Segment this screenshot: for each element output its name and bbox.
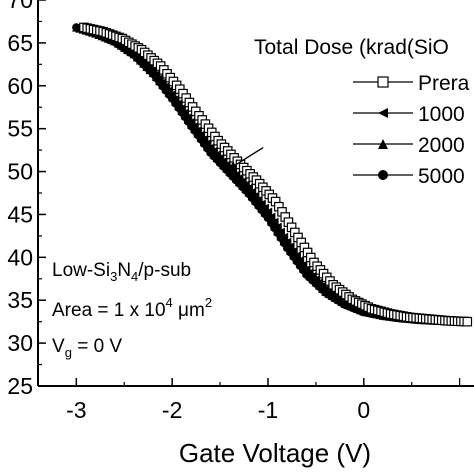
legend-marker: [378, 108, 388, 118]
legend-marker: [377, 76, 389, 88]
data-point-1000: [263, 207, 273, 217]
data-point-1000: [174, 99, 183, 108]
data-point-1000: [276, 227, 285, 237]
legend-marker: [378, 139, 388, 149]
data-point-Prera: [462, 316, 473, 327]
data-point-1000: [177, 103, 186, 113]
annotation-vg: Vg = 0 V: [52, 336, 122, 360]
data-point-1000: [193, 126, 202, 135]
data-point-1000: [282, 237, 292, 247]
data-point-1000: [161, 82, 170, 91]
legend-label: 1000: [418, 103, 465, 126]
x-axis: -3 -2 -1 0: [66, 378, 461, 423]
x-tick-label: 0: [357, 397, 370, 423]
data-point-1000: [171, 94, 180, 104]
data-point-1000: [260, 203, 269, 213]
x-axis-title: Gate Voltage (V): [179, 438, 371, 468]
x-tick-label: -2: [162, 397, 182, 423]
data-point-1000: [266, 212, 276, 222]
annotation-substrate: Low-Si3N4/p-sub: [52, 260, 191, 284]
y-tick-label: 65: [7, 30, 33, 56]
data-point-1000: [247, 187, 257, 197]
y-tick-label: 40: [7, 244, 33, 270]
data-point-1000: [164, 86, 174, 95]
data-point-1000: [286, 242, 295, 251]
legend: Total Dose (krad(SiO Prera 1000 2000 5000: [254, 36, 470, 188]
series-Prera: [79, 22, 473, 327]
y-tick-label: 45: [7, 201, 33, 227]
legend-label: 5000: [418, 165, 465, 188]
legend-entries: Prera 1000 2000 5000: [353, 72, 470, 188]
data-point-1000: [295, 255, 305, 265]
data-point-1000: [251, 191, 260, 201]
data-point-1000: [279, 232, 289, 242]
data-point-1000: [292, 251, 301, 260]
legend-label: Prera: [418, 72, 470, 95]
data-point-1000: [199, 134, 209, 144]
annotation-area: Area = 1 x 104 μm2: [52, 295, 212, 321]
data-point-1000: [289, 246, 298, 256]
data-point-1000: [148, 66, 158, 75]
annotation-block: Low-Si3N4/p-sub Area = 1 x 104 μm2 Vg = …: [52, 260, 212, 360]
data-point-1000: [196, 130, 206, 139]
data-point-1000: [180, 108, 190, 117]
legend-title: Total Dose (krad(SiO: [254, 36, 449, 59]
data-point-1000: [270, 217, 279, 227]
legend-marker: [378, 170, 388, 180]
data-point-1000: [158, 78, 167, 87]
y-tick-label: 30: [7, 330, 33, 356]
data-point-1000: [187, 117, 196, 127]
data-point-1000: [203, 139, 212, 148]
data-point-1000: [257, 199, 266, 209]
y-tick-label: 50: [7, 159, 33, 185]
y-tick-label: 35: [7, 287, 33, 313]
y-tick-label: 25: [7, 373, 33, 399]
data-point-1000: [190, 121, 199, 131]
legend-label: 2000: [418, 134, 465, 157]
x-tick-label: -1: [258, 397, 278, 423]
x-tick-label: -3: [66, 397, 86, 423]
y-axis: 70 65 60 55 50 45 40 35 30 25: [7, 0, 46, 399]
data-point-1000: [244, 183, 254, 193]
data-point-1000: [151, 70, 161, 79]
data-point-1000: [273, 222, 282, 232]
data-point-1000: [254, 195, 263, 205]
data-point-1000: [183, 113, 193, 122]
y-tick-label: 60: [7, 73, 33, 99]
data-point-1000: [155, 74, 164, 83]
data-point-1000: [298, 260, 308, 269]
y-tick-label: 55: [7, 116, 33, 142]
y-tick-label: 70: [7, 0, 33, 13]
data-point-1000: [167, 90, 177, 99]
arrow-layer: [227, 146, 264, 171]
series-layer: [72, 22, 473, 327]
dose-arrow-head: [227, 161, 238, 170]
